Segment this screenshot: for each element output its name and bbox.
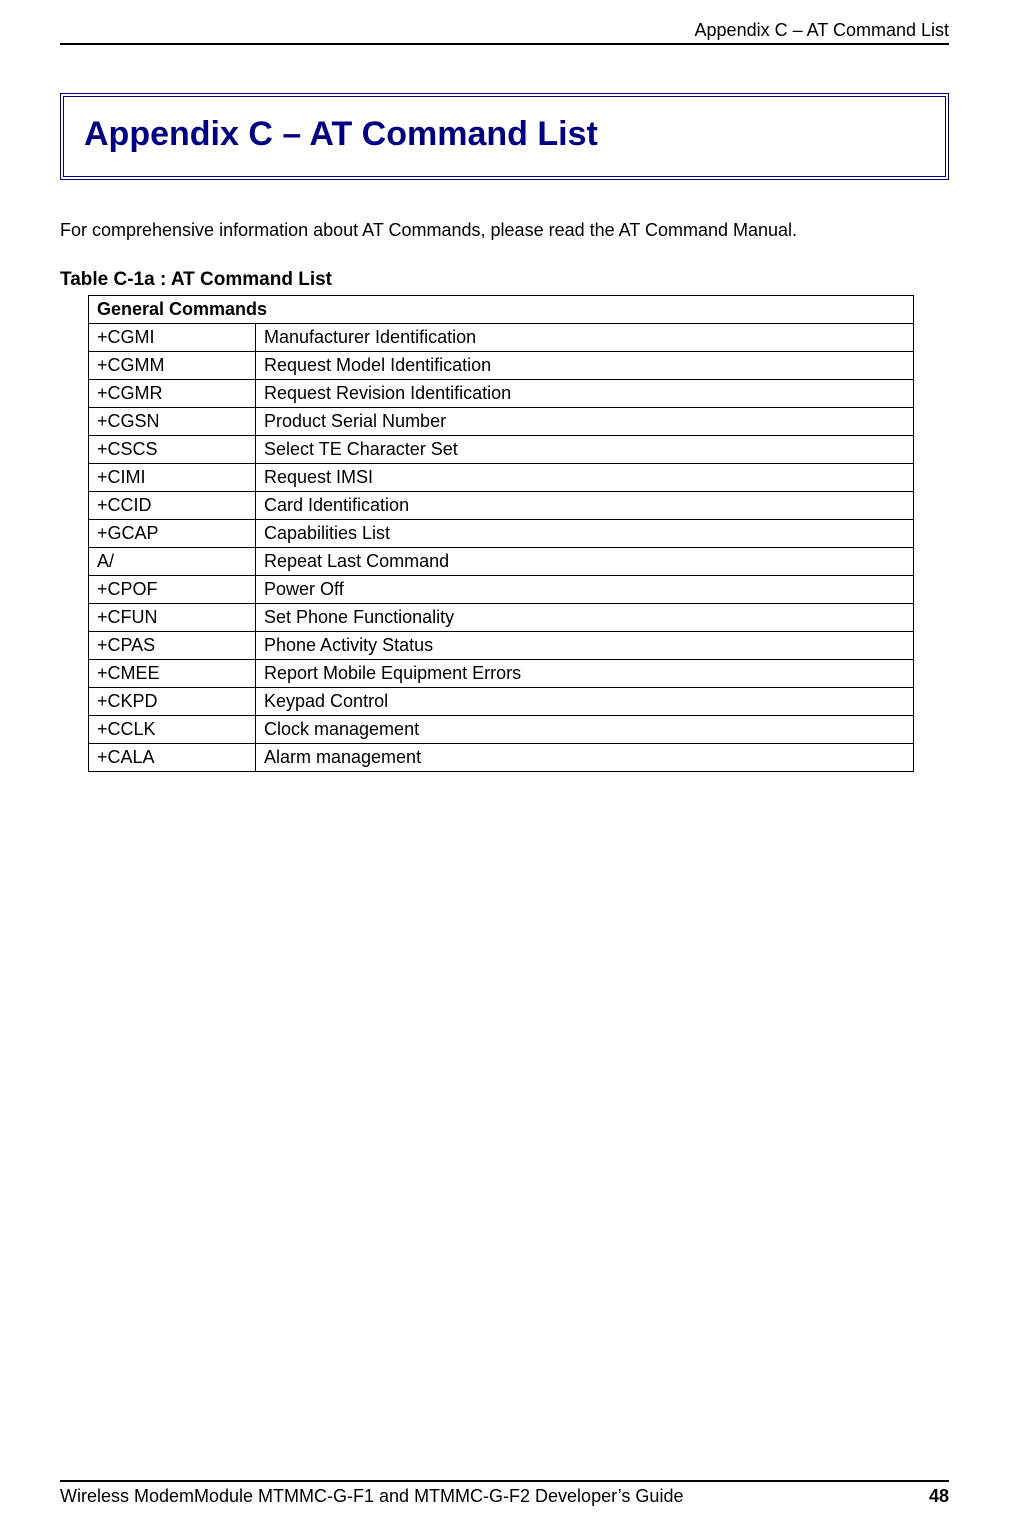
page-footer: Wireless ModemModule MTMMC-G-F1 and MTMM… (60, 1480, 949, 1507)
desc-cell: Alarm management (256, 744, 914, 772)
desc-cell: Capabilities List (256, 520, 914, 548)
title-box: Appendix C – AT Command List (60, 93, 949, 180)
desc-cell: Repeat Last Command (256, 548, 914, 576)
cmd-cell: +CPOF (89, 576, 256, 604)
table-row: +CIMIRequest IMSI (89, 464, 914, 492)
table-row: +CGMIManufacturer Identification (89, 324, 914, 352)
desc-cell: Phone Activity Status (256, 632, 914, 660)
desc-cell: Set Phone Functionality (256, 604, 914, 632)
desc-cell: Manufacturer Identification (256, 324, 914, 352)
table-row: +CGMMRequest Model Identification (89, 352, 914, 380)
table-row: +CCLKClock management (89, 716, 914, 744)
desc-cell: Request Model Identification (256, 352, 914, 380)
footer-guide-title: Wireless ModemModule MTMMC-G-F1 and MTMM… (60, 1486, 683, 1507)
cmd-cell: +GCAP (89, 520, 256, 548)
cmd-cell: +CGMI (89, 324, 256, 352)
command-table: General Commands +CGMIManufacturer Ident… (88, 295, 914, 772)
table-row: +CPASPhone Activity Status (89, 632, 914, 660)
desc-cell: Power Off (256, 576, 914, 604)
table-section-row: General Commands (89, 296, 914, 324)
page: Appendix C – AT Command List Appendix C … (0, 0, 1009, 1539)
desc-cell: Product Serial Number (256, 408, 914, 436)
cmd-cell: A/ (89, 548, 256, 576)
intro-paragraph: For comprehensive information about AT C… (60, 220, 949, 241)
desc-cell: Report Mobile Equipment Errors (256, 660, 914, 688)
table-caption: Table C-1a : AT Command List (60, 269, 949, 291)
table-row: +CFUNSet Phone Functionality (89, 604, 914, 632)
cmd-cell: +CKPD (89, 688, 256, 716)
cmd-cell: +CPAS (89, 632, 256, 660)
cmd-cell: +CIMI (89, 464, 256, 492)
appendix-title: Appendix C – AT Command List (84, 115, 925, 154)
desc-cell: Clock management (256, 716, 914, 744)
table-row: +CGSNProduct Serial Number (89, 408, 914, 436)
running-title: Appendix C – AT Command List (695, 20, 949, 40)
table-row: +CALAAlarm management (89, 744, 914, 772)
table-row: A/Repeat Last Command (89, 548, 914, 576)
cmd-cell: +CFUN (89, 604, 256, 632)
table-row: +CCIDCard Identification (89, 492, 914, 520)
table-row: +CKPDKeypad Control (89, 688, 914, 716)
desc-cell: Keypad Control (256, 688, 914, 716)
running-header: Appendix C – AT Command List (60, 20, 949, 45)
table-row: +GCAPCapabilities List (89, 520, 914, 548)
table-row: +CMEEReport Mobile Equipment Errors (89, 660, 914, 688)
desc-cell: Select TE Character Set (256, 436, 914, 464)
cmd-cell: +CGMR (89, 380, 256, 408)
desc-cell: Request Revision Identification (256, 380, 914, 408)
cmd-cell: +CGSN (89, 408, 256, 436)
cmd-cell: +CCID (89, 492, 256, 520)
table-section-header: General Commands (89, 296, 914, 324)
cmd-cell: +CSCS (89, 436, 256, 464)
cmd-cell: +CCLK (89, 716, 256, 744)
table-row: +CSCSSelect TE Character Set (89, 436, 914, 464)
cmd-cell: +CGMM (89, 352, 256, 380)
title-box-inner: Appendix C – AT Command List (64, 97, 945, 176)
cmd-cell: +CALA (89, 744, 256, 772)
table-row: +CGMRRequest Revision Identification (89, 380, 914, 408)
page-number: 48 (929, 1486, 949, 1507)
desc-cell: Request IMSI (256, 464, 914, 492)
table-row: +CPOFPower Off (89, 576, 914, 604)
cmd-cell: +CMEE (89, 660, 256, 688)
desc-cell: Card Identification (256, 492, 914, 520)
